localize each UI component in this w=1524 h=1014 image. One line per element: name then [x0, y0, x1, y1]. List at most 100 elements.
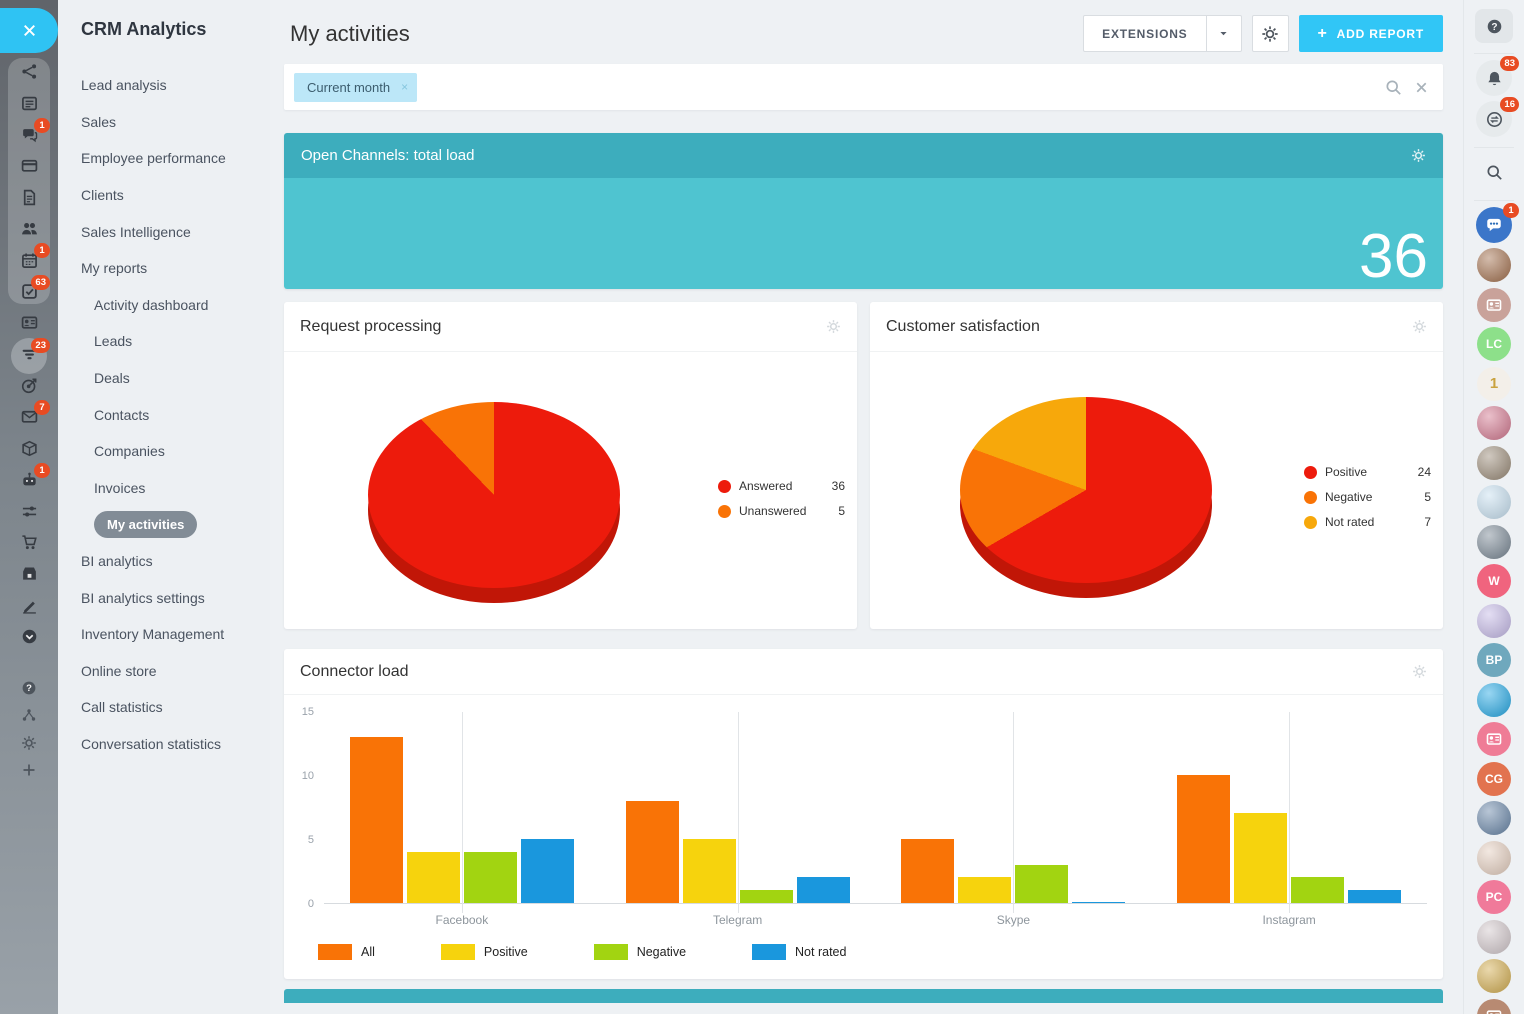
avatar-user-bp[interactable]: BP — [1477, 643, 1511, 677]
avatar-user-lc[interactable]: LC — [1477, 327, 1511, 361]
rail-item-network[interactable] — [0, 56, 58, 87]
report-settings-button[interactable] — [1251, 15, 1289, 52]
add-report-button[interactable]: + ADD REPORT — [1298, 15, 1443, 52]
sidebar-item-my-reports[interactable]: My reports — [81, 260, 148, 277]
bar-positive[interactable] — [682, 839, 736, 903]
filter-search-bar[interactable]: Current month × — [284, 64, 1443, 110]
sidebar-item-employee-performance[interactable]: Employee performance — [81, 150, 226, 167]
bar-not-rated[interactable] — [796, 877, 850, 903]
bar-positive[interactable] — [1234, 813, 1288, 903]
sidebar-item-my-activities[interactable]: My activities — [81, 506, 270, 543]
rail-item-add[interactable] — [0, 757, 58, 785]
search-icon[interactable] — [1385, 79, 1402, 96]
rail-item-messenger[interactable]: 1 — [0, 117, 58, 150]
rail-item-structure[interactable] — [0, 702, 58, 730]
avatar-user-photo[interactable] — [1477, 801, 1511, 835]
rail-item-calendar[interactable]: 1 — [0, 243, 58, 275]
sidebar-item-invoices[interactable]: Invoices — [94, 479, 146, 496]
sidebar-item-bi-analytics-settings[interactable]: BI analytics settings — [81, 589, 205, 606]
sidebar-item-activity-dashboard[interactable]: Activity dashboard — [94, 296, 209, 313]
avatar-user-illustration[interactable] — [1477, 603, 1511, 638]
avatar-user-w[interactable]: W — [1477, 564, 1511, 598]
sidebar-item-lead-analysis[interactable]: Lead analysis — [81, 77, 167, 94]
gear-icon[interactable] — [1411, 148, 1426, 163]
sidebar-item-clients[interactable]: Clients — [81, 187, 124, 204]
rail-item-time-management[interactable] — [0, 621, 58, 652]
avatar-user-pc[interactable]: PC — [1477, 880, 1511, 914]
gear-icon[interactable] — [826, 319, 841, 334]
rail-item-sign[interactable] — [0, 590, 58, 621]
sidebar-item-online-store[interactable]: Online store — [81, 662, 157, 679]
rail-item-chatbots[interactable]: 1 — [0, 463, 58, 495]
rail-item-sales-center[interactable] — [0, 527, 58, 558]
avatar-user-card[interactable] — [1477, 287, 1511, 322]
rail-item-crm[interactable]: 23 — [0, 337, 58, 370]
sidebar-item-bi-analytics[interactable]: BI analytics — [81, 553, 153, 570]
gear-icon[interactable] — [1412, 319, 1427, 334]
rail-item-employees[interactable] — [0, 213, 58, 244]
bar-negative[interactable] — [1291, 877, 1345, 903]
bar-all[interactable] — [349, 737, 403, 903]
rail-item-products[interactable] — [0, 433, 58, 464]
sidebar-item-sales-intelligence[interactable]: Sales Intelligence — [81, 223, 191, 240]
avatar-user-card[interactable] — [1477, 722, 1511, 756]
avatar-user-photo[interactable] — [1477, 248, 1511, 282]
clear-filter-icon[interactable] — [1414, 80, 1429, 95]
rail-item-marketing[interactable] — [0, 370, 58, 401]
sidebar-item-sales[interactable]: Sales — [81, 113, 117, 130]
close-sidebar-button[interactable] — [0, 8, 58, 53]
bar-not-rated[interactable] — [1348, 890, 1402, 903]
right-rail-plan-button[interactable]: 16 — [1476, 97, 1519, 137]
rail-item-mail[interactable]: 7 — [0, 400, 58, 432]
rail-item-payments[interactable] — [0, 150, 58, 181]
avatar-user-illustration[interactable] — [1477, 485, 1511, 519]
bar-all[interactable] — [625, 801, 679, 903]
rail-item-automation[interactable] — [0, 495, 58, 526]
bar-negative[interactable] — [739, 890, 793, 903]
sidebar-item-leads[interactable]: Leads — [94, 333, 133, 350]
sidebar-item-contacts[interactable]: Contacts — [94, 406, 150, 423]
avatar-user-birthday[interactable]: 1 — [1477, 366, 1511, 401]
sidebar-item-conversation-statistics[interactable]: Conversation statistics — [81, 735, 222, 752]
right-rail-notifications-button[interactable]: 83 — [1476, 56, 1519, 96]
avatar-user-card[interactable] — [1477, 998, 1511, 1014]
rail-item-live-feed[interactable] — [0, 87, 58, 118]
chevron-down-icon[interactable] — [1207, 16, 1241, 51]
right-rail-messenger-button[interactable]: 1 — [1476, 203, 1519, 243]
bar-not-rated[interactable] — [520, 839, 574, 903]
avatar-user-illustration[interactable] — [1477, 682, 1511, 717]
rail-item-settings[interactable] — [0, 729, 58, 757]
network-icon — [21, 63, 38, 80]
avatar-user-photo[interactable] — [1477, 524, 1511, 559]
right-rail-help-button[interactable] — [1475, 9, 1513, 43]
bar-positive[interactable] — [958, 877, 1012, 903]
sidebar-item-call-statistics[interactable]: Call statistics — [81, 699, 163, 716]
avatar-user-photo[interactable] — [1477, 959, 1511, 993]
right-rail-search-button[interactable] — [1476, 154, 1512, 190]
rail-item-documents[interactable] — [0, 182, 58, 213]
bar-positive[interactable] — [406, 852, 460, 903]
avatar-user-photo[interactable] — [1477, 445, 1511, 480]
bar-negative[interactable] — [463, 852, 517, 903]
bar-all[interactable] — [901, 839, 955, 903]
remove-filter-icon[interactable]: × — [401, 80, 409, 94]
sidebar-item-companies[interactable]: Companies — [94, 443, 165, 460]
bar-not-rated[interactable] — [1072, 902, 1126, 903]
bar-negative[interactable] — [1015, 865, 1069, 903]
sidebar-item-inventory-management[interactable]: Inventory Management — [81, 626, 225, 643]
sidebar-item-deals[interactable]: Deals — [94, 370, 130, 387]
avatar-user-cg[interactable]: CG — [1477, 761, 1511, 796]
avatar-user-photo[interactable] — [1477, 840, 1511, 875]
rail-item-online-store[interactable] — [0, 558, 58, 589]
rail-item-tasks[interactable]: 63 — [0, 274, 58, 307]
automation-icon — [21, 503, 38, 520]
gear-icon[interactable] — [1412, 664, 1427, 679]
avatar-user-photo[interactable] — [1477, 919, 1511, 954]
rail-item-contacts[interactable] — [0, 307, 58, 338]
filter-chip-current-month[interactable]: Current month × — [294, 72, 418, 102]
rail-item-help[interactable] — [0, 674, 58, 702]
avatar-user-photo[interactable] — [1477, 406, 1511, 440]
extensions-button[interactable]: EXTENSIONS — [1083, 15, 1242, 52]
legend-label: Answered — [739, 479, 793, 493]
bar-all[interactable] — [1177, 775, 1231, 903]
